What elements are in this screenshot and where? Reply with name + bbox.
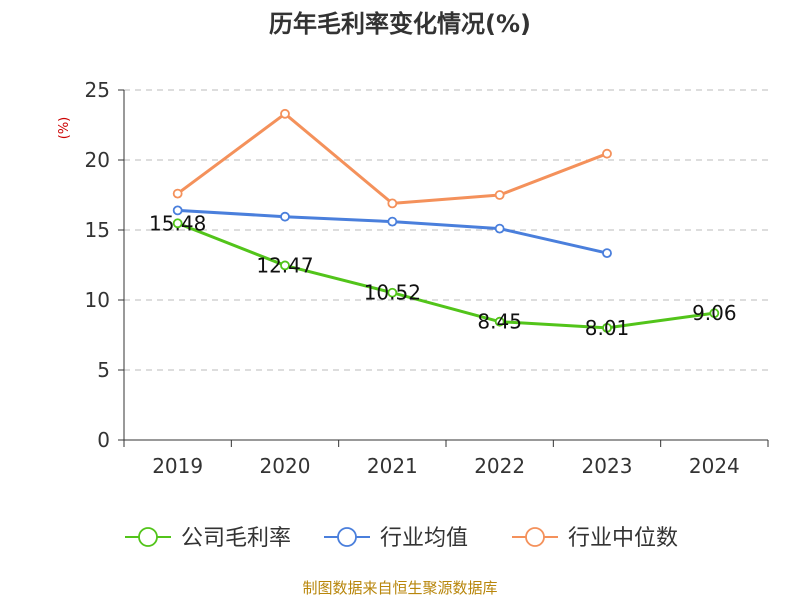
source-note: 制图数据来自恒生聚源数据库	[302, 579, 497, 597]
legend: 公司毛利率 行业均值 行业中位数	[125, 526, 678, 551]
grid-lines	[124, 89, 768, 371]
x-tick-label: 2019	[152, 454, 203, 478]
data-label: 15.48	[149, 211, 206, 235]
x-tick-label: 2022	[474, 454, 525, 478]
data-labels: 15.48 12.47 10.52 8.45 8.01 9.06	[149, 211, 737, 340]
axes: 0 5 10 15 20 25 2019 2020 2021 2022 2023 2024	[85, 78, 769, 478]
data-point	[280, 260, 290, 271]
data-point	[387, 216, 398, 227]
data-label: 8.01	[585, 316, 630, 340]
legend-marker	[337, 527, 357, 547]
x-tick-label: 2021	[367, 454, 418, 478]
data-point	[280, 108, 290, 119]
data-point	[387, 198, 398, 209]
y-tick-label: 0	[97, 428, 110, 452]
legend-label: 公司毛利率	[181, 526, 291, 551]
data-point	[602, 148, 612, 159]
data-point	[494, 223, 505, 234]
data-point	[602, 322, 612, 333]
y-tick-label: 25	[85, 78, 110, 102]
y-tick-label: 20	[85, 148, 110, 172]
series-lines	[172, 108, 720, 333]
y-tick-label: 5	[97, 358, 110, 382]
data-label: 9.06	[692, 301, 737, 325]
data-point	[494, 190, 505, 200]
y-tick-label: 10	[85, 288, 110, 312]
data-point	[172, 218, 183, 229]
legend-label: 行业中位数	[568, 526, 678, 551]
data-point	[280, 211, 290, 222]
series-line-3	[176, 112, 608, 205]
y-axis-label: (%)	[57, 117, 72, 140]
data-point	[494, 316, 505, 327]
data-point	[709, 308, 720, 319]
x-tick-label: 2020	[260, 454, 311, 478]
x-tick-label: 2024	[689, 454, 740, 478]
legend-marker	[525, 527, 545, 547]
data-point	[387, 287, 398, 298]
data-point	[172, 188, 183, 199]
x-tick-label: 2023	[582, 454, 633, 478]
series-line-1	[177, 221, 715, 330]
legend-marker	[138, 527, 158, 547]
data-label: 10.52	[364, 281, 421, 305]
data-label: 8.45	[477, 310, 522, 334]
chart-title: 历年毛利率变化情况(%)	[269, 10, 531, 38]
y-tick-label: 15	[85, 218, 110, 242]
data-label: 12.47	[256, 253, 313, 277]
legend-label: 行业均值	[380, 526, 468, 551]
data-point	[602, 248, 612, 259]
data-point	[172, 205, 183, 216]
